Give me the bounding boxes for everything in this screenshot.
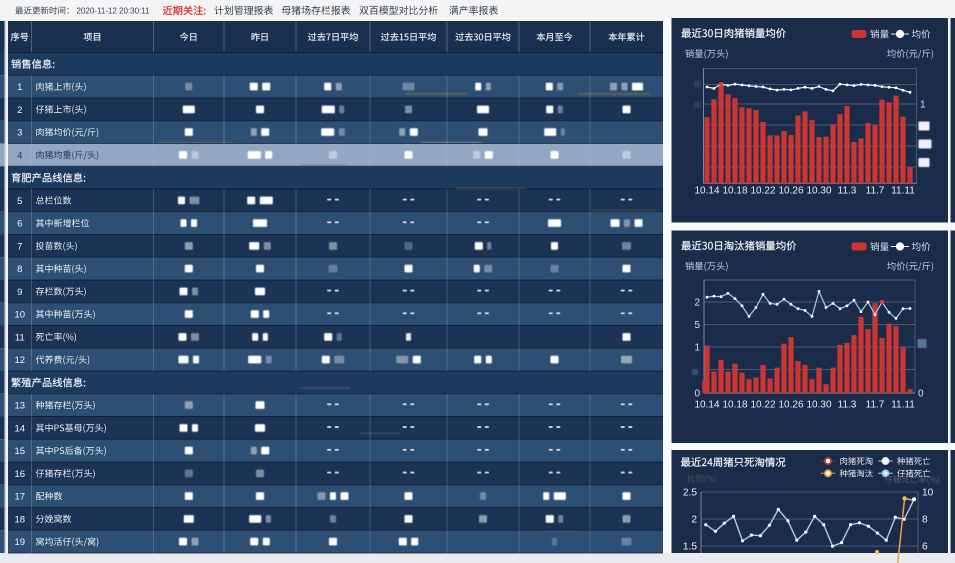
svg-text:14: 14 bbox=[14, 423, 25, 434]
svg-text:6: 6 bbox=[17, 219, 22, 230]
svg-text:6: 6 bbox=[922, 542, 928, 553]
svg-text:1: 1 bbox=[920, 100, 926, 111]
svg-text:11.11: 11.11 bbox=[891, 186, 915, 197]
svg-text:5: 5 bbox=[694, 320, 700, 331]
svg-text:4: 4 bbox=[17, 150, 22, 161]
svg-text:10.14: 10.14 bbox=[694, 186, 719, 197]
svg-text:10.26: 10.26 bbox=[778, 400, 803, 411]
svg-text:1: 1 bbox=[694, 343, 700, 354]
svg-text:11.3: 11.3 bbox=[838, 400, 857, 411]
svg-text:8: 8 bbox=[922, 515, 928, 526]
svg-text:2020-11-12 20:30:11: 2020-11-12 20:30:11 bbox=[77, 7, 151, 16]
svg-text:10.22: 10.22 bbox=[750, 186, 775, 197]
svg-text:16: 16 bbox=[14, 469, 25, 480]
svg-text:11.7: 11.7 bbox=[866, 400, 885, 411]
svg-text:10.18: 10.18 bbox=[722, 400, 747, 411]
svg-text:2: 2 bbox=[17, 105, 22, 116]
svg-text:10.14: 10.14 bbox=[694, 400, 719, 411]
svg-text:8: 8 bbox=[17, 264, 22, 275]
svg-text:3: 3 bbox=[17, 128, 22, 139]
svg-text:1.5: 1.5 bbox=[683, 542, 697, 553]
svg-text:2.5: 2.5 bbox=[683, 488, 697, 499]
svg-text:12: 12 bbox=[14, 355, 25, 366]
svg-text:10: 10 bbox=[14, 310, 25, 321]
svg-text:2: 2 bbox=[694, 298, 700, 309]
svg-text:2: 2 bbox=[691, 515, 697, 526]
svg-text:11.3: 11.3 bbox=[838, 186, 857, 197]
svg-text:10: 10 bbox=[922, 488, 934, 499]
svg-text:5: 5 bbox=[17, 196, 22, 207]
svg-text:19: 19 bbox=[14, 537, 25, 548]
svg-text:10.22: 10.22 bbox=[750, 400, 775, 411]
svg-text:11: 11 bbox=[15, 332, 25, 343]
svg-text:15: 15 bbox=[14, 446, 25, 457]
svg-text:10.18: 10.18 bbox=[722, 186, 747, 197]
svg-text:7: 7 bbox=[17, 241, 22, 252]
svg-text:10.30: 10.30 bbox=[806, 186, 831, 197]
svg-text:17: 17 bbox=[14, 492, 25, 503]
svg-text:0: 0 bbox=[918, 389, 924, 400]
svg-text:13: 13 bbox=[14, 401, 25, 412]
svg-text:10.30: 10.30 bbox=[806, 400, 831, 411]
svg-text:1: 1 bbox=[17, 82, 22, 93]
svg-text:11.11: 11.11 bbox=[891, 400, 915, 411]
svg-text:0: 0 bbox=[694, 389, 700, 400]
svg-text:9: 9 bbox=[17, 287, 22, 298]
svg-text:10.26: 10.26 bbox=[778, 186, 803, 197]
svg-text:11.7: 11.7 bbox=[866, 186, 885, 197]
svg-text:18: 18 bbox=[14, 514, 25, 525]
